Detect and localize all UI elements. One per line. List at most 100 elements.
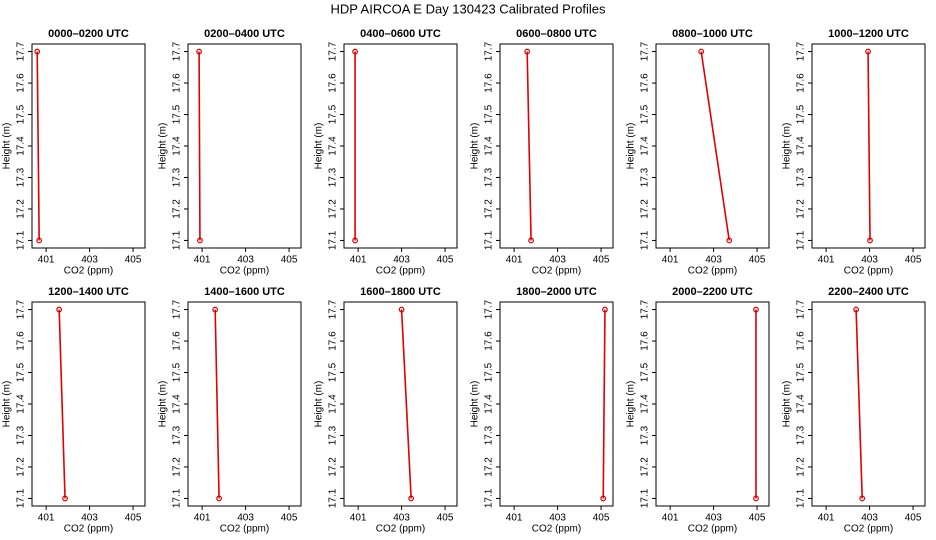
x-tick-label: 403 xyxy=(393,255,410,266)
y-tick-label: 17.4 xyxy=(484,394,495,414)
y-tick-label: 17.1 xyxy=(16,488,27,508)
panel-title: 0200–0400 UTC xyxy=(204,28,285,40)
x-tick-label: 403 xyxy=(237,513,254,524)
y-tick-label: 17.1 xyxy=(172,230,183,250)
x-tick-label: 405 xyxy=(905,513,922,524)
panel-title: 2000–2200 UTC xyxy=(672,286,753,298)
y-tick-label: 17.3 xyxy=(796,425,807,445)
x-tick-label: 405 xyxy=(749,255,766,266)
x-tick-label: 401 xyxy=(662,255,679,266)
y-tick-label: 17.3 xyxy=(484,425,495,445)
y-tick-label: 17.3 xyxy=(328,167,339,187)
x-tick-label: 401 xyxy=(194,513,211,524)
data-point xyxy=(602,306,608,313)
y-tick-label: 17.7 xyxy=(484,299,495,319)
y-tick-label: 17.2 xyxy=(796,457,807,477)
profile-line xyxy=(58,309,66,499)
x-tick-label: 405 xyxy=(281,513,298,524)
panel-title: 1400–1600 UTC xyxy=(204,286,285,298)
y-tick-label: 17.6 xyxy=(640,73,651,93)
plot-frame xyxy=(343,301,458,507)
y-axis-label: Height (m) xyxy=(782,123,793,170)
plot-frame xyxy=(655,43,770,249)
data-point xyxy=(726,237,733,244)
plot-frame xyxy=(811,301,926,507)
profile-line xyxy=(400,309,412,499)
panel-title: 1200–1400 UTC xyxy=(48,286,129,298)
x-tick-label: 403 xyxy=(705,513,722,524)
panel-title: 0400–0600 UTC xyxy=(360,28,441,40)
y-tick-label: 17.4 xyxy=(172,136,183,156)
y-tick-label: 17.2 xyxy=(328,457,339,477)
plot-frame xyxy=(187,43,302,249)
data-point xyxy=(859,495,866,502)
x-axis-label: CO2 (ppm) xyxy=(844,266,893,277)
x-axis-label: CO2 (ppm) xyxy=(220,524,269,535)
y-tick-label: 17.7 xyxy=(796,41,807,61)
figure-title: HDP AIRCOA E Day 130423 Calibrated Profi… xyxy=(330,1,606,16)
data-point xyxy=(398,306,405,313)
y-tick-label: 17.3 xyxy=(16,167,27,187)
x-axis-label: CO2 (ppm) xyxy=(532,266,581,277)
data-point xyxy=(524,48,531,55)
data-point xyxy=(212,306,219,313)
y-tick-label: 17.1 xyxy=(796,230,807,250)
x-tick-label: 403 xyxy=(861,255,878,266)
y-tick-label: 17.3 xyxy=(796,167,807,187)
data-point xyxy=(865,48,871,55)
x-tick-label: 403 xyxy=(861,513,878,524)
x-tick-label: 405 xyxy=(125,513,142,524)
y-tick-label: 17.3 xyxy=(172,425,183,445)
x-tick-label: 401 xyxy=(506,255,523,266)
y-tick-label: 17.6 xyxy=(484,73,495,93)
data-point xyxy=(753,306,759,313)
x-tick-label: 405 xyxy=(905,255,922,266)
y-axis-label: Height (m) xyxy=(2,381,13,428)
y-tick-label: 17.6 xyxy=(640,331,651,351)
x-axis-label: CO2 (ppm) xyxy=(220,266,269,277)
y-tick-label: 17.6 xyxy=(328,73,339,93)
panel-title: 0800–1000 UTC xyxy=(672,28,753,40)
y-tick-label: 17.6 xyxy=(172,73,183,93)
x-tick-label: 403 xyxy=(705,255,722,266)
y-tick-label: 17.6 xyxy=(172,331,183,351)
x-tick-label: 403 xyxy=(81,513,98,524)
y-tick-label: 17.1 xyxy=(484,230,495,250)
x-tick-label: 405 xyxy=(437,255,454,266)
y-tick-label: 17.2 xyxy=(16,199,27,219)
x-tick-label: 401 xyxy=(506,513,523,524)
y-tick-label: 17.4 xyxy=(172,394,183,414)
x-tick-label: 401 xyxy=(818,513,835,524)
y-tick-label: 17.6 xyxy=(796,331,807,351)
plot-frame xyxy=(31,301,146,507)
y-tick-label: 17.5 xyxy=(796,104,807,124)
x-axis-label: CO2 (ppm) xyxy=(64,266,113,277)
y-axis-label: Height (m) xyxy=(158,123,169,170)
profile-line xyxy=(700,51,731,241)
x-tick-label: 403 xyxy=(237,255,254,266)
x-tick-label: 403 xyxy=(549,255,566,266)
y-tick-label: 17.5 xyxy=(172,362,183,382)
data-point xyxy=(197,237,203,244)
profile-line xyxy=(198,51,201,241)
x-axis-label: CO2 (ppm) xyxy=(532,524,581,535)
y-tick-label: 17.4 xyxy=(640,394,651,414)
y-tick-label: 17.2 xyxy=(484,457,495,477)
profile-line xyxy=(36,51,40,241)
y-tick-label: 17.7 xyxy=(16,41,27,61)
profile-line xyxy=(602,309,606,499)
y-tick-label: 17.3 xyxy=(640,167,651,187)
data-point xyxy=(216,495,222,502)
data-point xyxy=(867,237,873,244)
y-tick-label: 17.2 xyxy=(640,457,651,477)
x-tick-label: 403 xyxy=(393,513,410,524)
y-tick-label: 17.3 xyxy=(172,167,183,187)
y-tick-label: 17.5 xyxy=(16,104,27,124)
y-axis-label: Height (m) xyxy=(314,123,325,170)
y-tick-label: 17.7 xyxy=(172,299,183,319)
data-point xyxy=(352,48,358,55)
y-tick-label: 17.5 xyxy=(484,362,495,382)
data-point xyxy=(56,306,63,313)
data-point xyxy=(600,495,607,502)
y-tick-label: 17.5 xyxy=(484,104,495,124)
